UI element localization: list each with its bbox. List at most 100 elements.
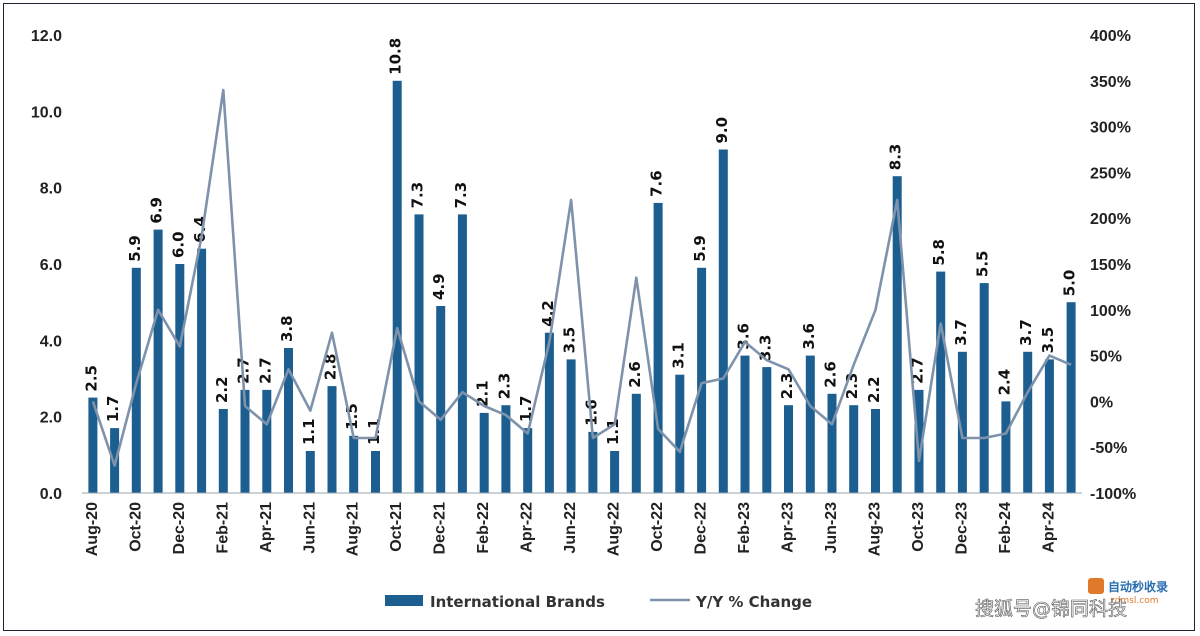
- bar-label-aug-22: 1.1: [604, 418, 622, 445]
- x-tick-label: Feb-23: [736, 502, 753, 554]
- bar-label-nov-21: 7.3: [409, 182, 427, 209]
- bar-jan-21: [197, 248, 207, 493]
- bar-dec-21: [436, 306, 446, 493]
- right-tick-label: 300%: [1090, 120, 1131, 137]
- bar-label-sep-20: 1.7: [104, 396, 122, 423]
- bar-sep-21: [371, 451, 380, 493]
- legend: International Brands Y/Y % Change: [385, 593, 812, 611]
- bar-label-jan-24: 5.5: [974, 251, 992, 278]
- x-tick-label: Apr-21: [258, 502, 275, 553]
- bar-label-dec-22: 5.9: [691, 235, 709, 262]
- bar-feb-22: [479, 412, 489, 493]
- bar-label-apr-23: 2.3: [778, 373, 796, 400]
- bar-label-aug-20: 2.5: [82, 365, 100, 392]
- x-tick-label: Jun-21: [301, 502, 318, 554]
- bar-feb-24: [1001, 401, 1011, 493]
- bar-dec-22: [697, 267, 707, 493]
- bar-jan-24: [979, 283, 989, 493]
- bar-mar-23: [762, 367, 772, 493]
- bar-sep-22: [631, 393, 641, 493]
- bar-jul-22: [588, 431, 598, 493]
- watermark-logo-url: zdmsl.com: [1110, 596, 1158, 606]
- right-tick-label: 350%: [1090, 74, 1131, 91]
- x-tick-label: Apr-23: [780, 502, 797, 553]
- left-tick-label: 12.0: [31, 28, 62, 45]
- left-axis: 0.0 2.0 4.0 6.0 8.0 10.0 12.0: [31, 28, 62, 503]
- chart-frame: [3, 3, 1195, 631]
- bar-label-jun-22: 3.5: [561, 327, 579, 354]
- left-tick-label: 6.0: [40, 257, 62, 274]
- watermark: 自动秒收录 zdmsl.com 搜狐号@锦同科技: [975, 578, 1168, 620]
- bar-label-jan-23: 9.0: [713, 117, 731, 144]
- legend-swatch-international-brands: [385, 595, 423, 606]
- left-tick-label: 0.0: [40, 486, 62, 503]
- bar-feb-23: [740, 355, 750, 493]
- x-tick-label: Oct-22: [649, 502, 666, 552]
- bar-apr-22: [523, 428, 533, 493]
- bar-label-may-21: 3.8: [278, 315, 296, 342]
- bar-may-24: [1066, 302, 1076, 493]
- bar-jun-23: [827, 393, 837, 493]
- bar-label-feb-22: 2.1: [474, 380, 492, 407]
- x-tick-label: Feb-22: [475, 502, 492, 554]
- right-tick-label: -50%: [1090, 440, 1127, 457]
- legend-label-international-brands: International Brands: [430, 593, 605, 611]
- right-tick-label: 0%: [1090, 394, 1113, 411]
- bar-label-oct-20: 5.9: [126, 235, 144, 262]
- bar-jun-21: [305, 451, 315, 493]
- bar-label-feb-24: 2.4: [995, 369, 1013, 396]
- bar-feb-21: [218, 409, 228, 493]
- x-tick-label: Apr-22: [519, 502, 536, 553]
- bar-label-mar-24: 3.7: [1017, 319, 1035, 346]
- x-tick-label: Feb-21: [214, 502, 231, 554]
- bar-label-aug-23: 2.2: [865, 376, 883, 403]
- x-tick-label: Oct-20: [127, 502, 144, 552]
- right-tick-label: 150%: [1090, 257, 1131, 274]
- bar-jul-23: [849, 405, 859, 493]
- x-tick-label: Jun-23: [823, 502, 840, 554]
- x-tick-label: Dec-20: [171, 502, 188, 555]
- bar-mar-21: [240, 389, 250, 493]
- x-tick-label: Dec-21: [432, 502, 449, 555]
- right-tick-label: 400%: [1090, 28, 1131, 45]
- bar-label-nov-22: 3.1: [669, 342, 687, 369]
- bar-dec-20: [175, 264, 185, 493]
- bar-label-apr-21: 2.7: [256, 357, 274, 384]
- watermark-logo-icon: [1088, 578, 1104, 594]
- bar-aug-22: [610, 451, 620, 493]
- x-tick-label: Dec-22: [693, 502, 710, 555]
- bar-nov-21: [414, 214, 424, 493]
- bar-jan-23: [718, 149, 728, 493]
- left-tick-label: 4.0: [40, 333, 62, 350]
- x-tick-label: Dec-23: [953, 502, 970, 555]
- left-tick-label: 8.0: [40, 181, 62, 198]
- right-tick-label: 50%: [1090, 349, 1122, 366]
- bar-label-mar-22: 2.3: [495, 373, 513, 400]
- bar-dec-23: [957, 351, 967, 493]
- left-tick-label: 10.0: [31, 104, 62, 121]
- bar-label-dec-20: 6.0: [169, 231, 187, 258]
- bar-label-feb-21: 2.2: [213, 376, 231, 403]
- bar-sep-23: [892, 176, 902, 493]
- bar-nov-22: [675, 374, 685, 493]
- x-tick-label: Jun-22: [562, 502, 579, 554]
- bar-apr-23: [784, 405, 793, 493]
- bar-label-jan-22: 7.3: [452, 182, 470, 209]
- bar-oct-23: [914, 389, 924, 493]
- bar-nov-23: [936, 271, 946, 493]
- right-tick-label: 100%: [1090, 303, 1131, 320]
- x-axis: Aug-20 Oct-20 Dec-20 Feb-21 Apr-21 Jun-21 Aug-…: [84, 502, 1058, 556]
- bar-mar-22: [501, 405, 511, 493]
- x-tick-label: Aug-21: [345, 502, 362, 556]
- bar-jun-22: [566, 359, 576, 493]
- right-axis: -100% -50% 0% 50% 100% 150% 200% 250% 300% 350% 40…: [1090, 28, 1136, 503]
- watermark-logo-text: 自动秒收录: [1108, 579, 1168, 594]
- yoy-change-line: [91, 88, 1072, 467]
- bar-nov-20: [153, 229, 163, 493]
- bar-may-23: [805, 355, 815, 493]
- x-tick-label: Oct-21: [388, 502, 405, 552]
- bar-label-dec-23: 3.7: [952, 319, 970, 346]
- bar-may-21: [284, 348, 293, 493]
- bar-jul-21: [327, 386, 337, 493]
